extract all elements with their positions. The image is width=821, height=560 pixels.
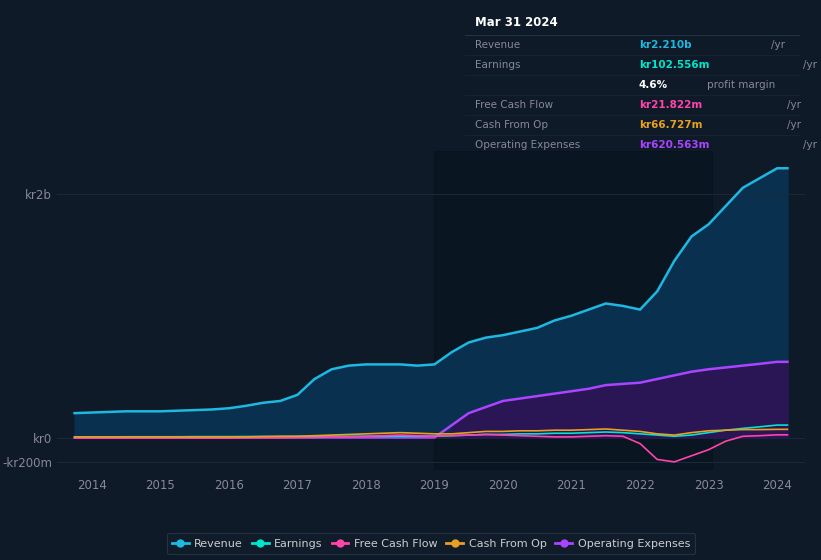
- Text: kr102.556m: kr102.556m: [639, 60, 709, 70]
- Text: /yr: /yr: [771, 40, 785, 50]
- Text: 4.6%: 4.6%: [639, 80, 668, 90]
- Text: kr620.563m: kr620.563m: [639, 140, 709, 150]
- Text: /yr: /yr: [803, 60, 817, 70]
- Text: Revenue: Revenue: [475, 40, 520, 50]
- Text: Free Cash Flow: Free Cash Flow: [475, 100, 553, 110]
- Text: profit margin: profit margin: [707, 80, 775, 90]
- Text: Earnings: Earnings: [475, 60, 521, 70]
- Text: /yr: /yr: [803, 140, 817, 150]
- Text: /yr: /yr: [787, 120, 801, 130]
- Legend: Revenue, Earnings, Free Cash Flow, Cash From Op, Operating Expenses: Revenue, Earnings, Free Cash Flow, Cash …: [167, 533, 695, 554]
- Bar: [434, 151, 712, 470]
- Text: kr2.210b: kr2.210b: [639, 40, 691, 50]
- Text: Mar 31 2024: Mar 31 2024: [475, 16, 557, 30]
- Text: Operating Expenses: Operating Expenses: [475, 140, 580, 150]
- Text: /yr: /yr: [787, 100, 801, 110]
- Text: Cash From Op: Cash From Op: [475, 120, 548, 130]
- Text: kr21.822m: kr21.822m: [639, 100, 702, 110]
- Text: kr66.727m: kr66.727m: [639, 120, 703, 130]
